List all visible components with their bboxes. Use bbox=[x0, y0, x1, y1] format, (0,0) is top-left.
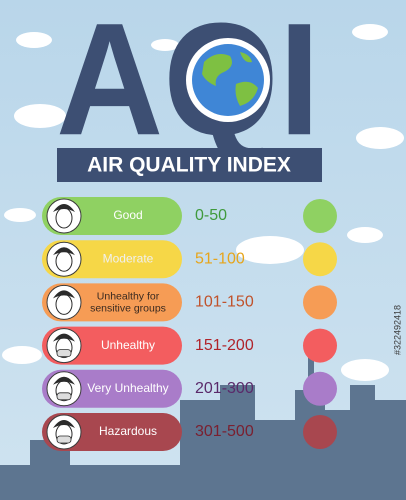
level-range: 101-150 bbox=[195, 294, 254, 311]
face-badge bbox=[46, 414, 82, 450]
face bbox=[55, 423, 73, 445]
level-label: Unhealthy for sensitive groups bbox=[90, 290, 166, 314]
clouds bbox=[2, 24, 404, 381]
level-color bbox=[303, 242, 337, 277]
level-label-line: Unhealthy for bbox=[97, 290, 160, 302]
level-row: Unhealthy for sensitive groups 101-150 bbox=[42, 283, 337, 322]
level-range: 301-500 bbox=[195, 423, 254, 440]
level-label-line: sensitive groups bbox=[90, 302, 166, 314]
level-color bbox=[303, 415, 337, 449]
subtitle-banner bbox=[57, 148, 322, 182]
face-badge bbox=[46, 284, 82, 320]
face-mask bbox=[56, 392, 72, 401]
subtitle: AIR QUALITY INDEX bbox=[87, 154, 291, 177]
face-badge bbox=[46, 371, 82, 407]
level-row: Good 0-50 bbox=[42, 197, 337, 235]
level-color bbox=[303, 328, 337, 363]
face bbox=[55, 250, 73, 272]
city-skyline bbox=[0, 340, 406, 500]
level-label: Unhealthy bbox=[101, 338, 155, 352]
level-range: 201-300 bbox=[195, 380, 254, 397]
watermark: #322492418 bbox=[392, 305, 402, 355]
level-range: 51-100 bbox=[195, 250, 245, 267]
level-label: Good bbox=[113, 208, 142, 222]
level-label: Very Unhealthy bbox=[87, 381, 168, 395]
level-row: Unhealthy 151-200 bbox=[42, 326, 337, 365]
level-label: Hazardous bbox=[99, 424, 157, 438]
face bbox=[55, 380, 73, 402]
level-color bbox=[303, 371, 337, 406]
level-row: Hazardous 301-500 bbox=[42, 413, 337, 451]
globe bbox=[186, 38, 270, 122]
level-range: 151-200 bbox=[195, 337, 254, 354]
face-badge bbox=[46, 328, 82, 364]
level-color bbox=[303, 285, 337, 320]
levels: Good 0-50 Moderate 51-100 Unhealthy for sensi… bbox=[42, 197, 337, 451]
level-range: 0-50 bbox=[195, 207, 227, 224]
level-color bbox=[303, 199, 337, 233]
level-row: Very Unhealthy 201-300 bbox=[42, 369, 337, 408]
level-label: Moderate bbox=[103, 251, 154, 265]
face bbox=[55, 207, 73, 229]
face bbox=[55, 293, 73, 315]
face-mask bbox=[56, 435, 72, 444]
face-badge bbox=[46, 241, 82, 277]
face bbox=[55, 337, 73, 359]
level-row: Moderate 51-100 bbox=[42, 240, 337, 279]
face-mask bbox=[56, 349, 72, 358]
face-badge bbox=[46, 198, 82, 234]
